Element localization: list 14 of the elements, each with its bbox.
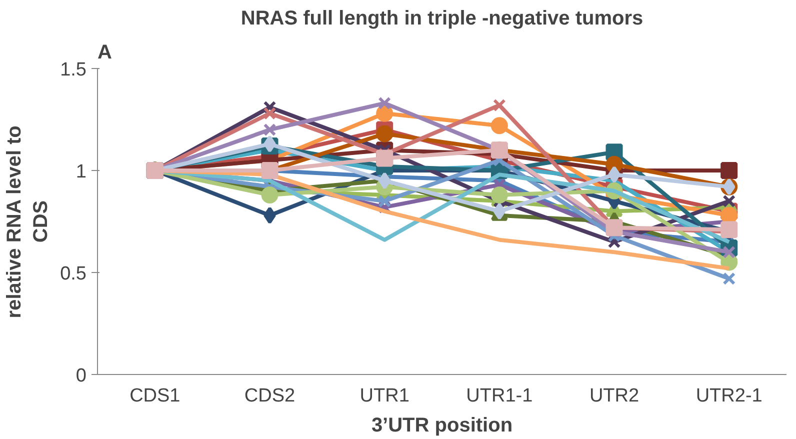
x-tick-label: UTR1-1 — [466, 386, 533, 406]
y-axis-title: relative RNA level to CDS — [4, 126, 52, 318]
y-tick-label: 0 — [76, 366, 87, 386]
x-tick-label: CDS1 — [130, 386, 180, 406]
x-axis-title: 3’UTR position — [371, 414, 513, 436]
y-tick-label: 1 — [76, 162, 87, 182]
x-tick-label: UTR2 — [589, 386, 640, 406]
x-tick-label: UTR2-1 — [696, 386, 762, 406]
y-tick-label: 0.5 — [60, 264, 87, 284]
text: A — [98, 42, 112, 64]
x-tick-label: CDS2 — [244, 386, 296, 406]
x-tick-label: UTR1 — [360, 386, 410, 406]
chart-title: NRAS full length in triple -negative tumors — [240, 8, 644, 30]
y-tick-label: 1.5 — [60, 60, 87, 80]
